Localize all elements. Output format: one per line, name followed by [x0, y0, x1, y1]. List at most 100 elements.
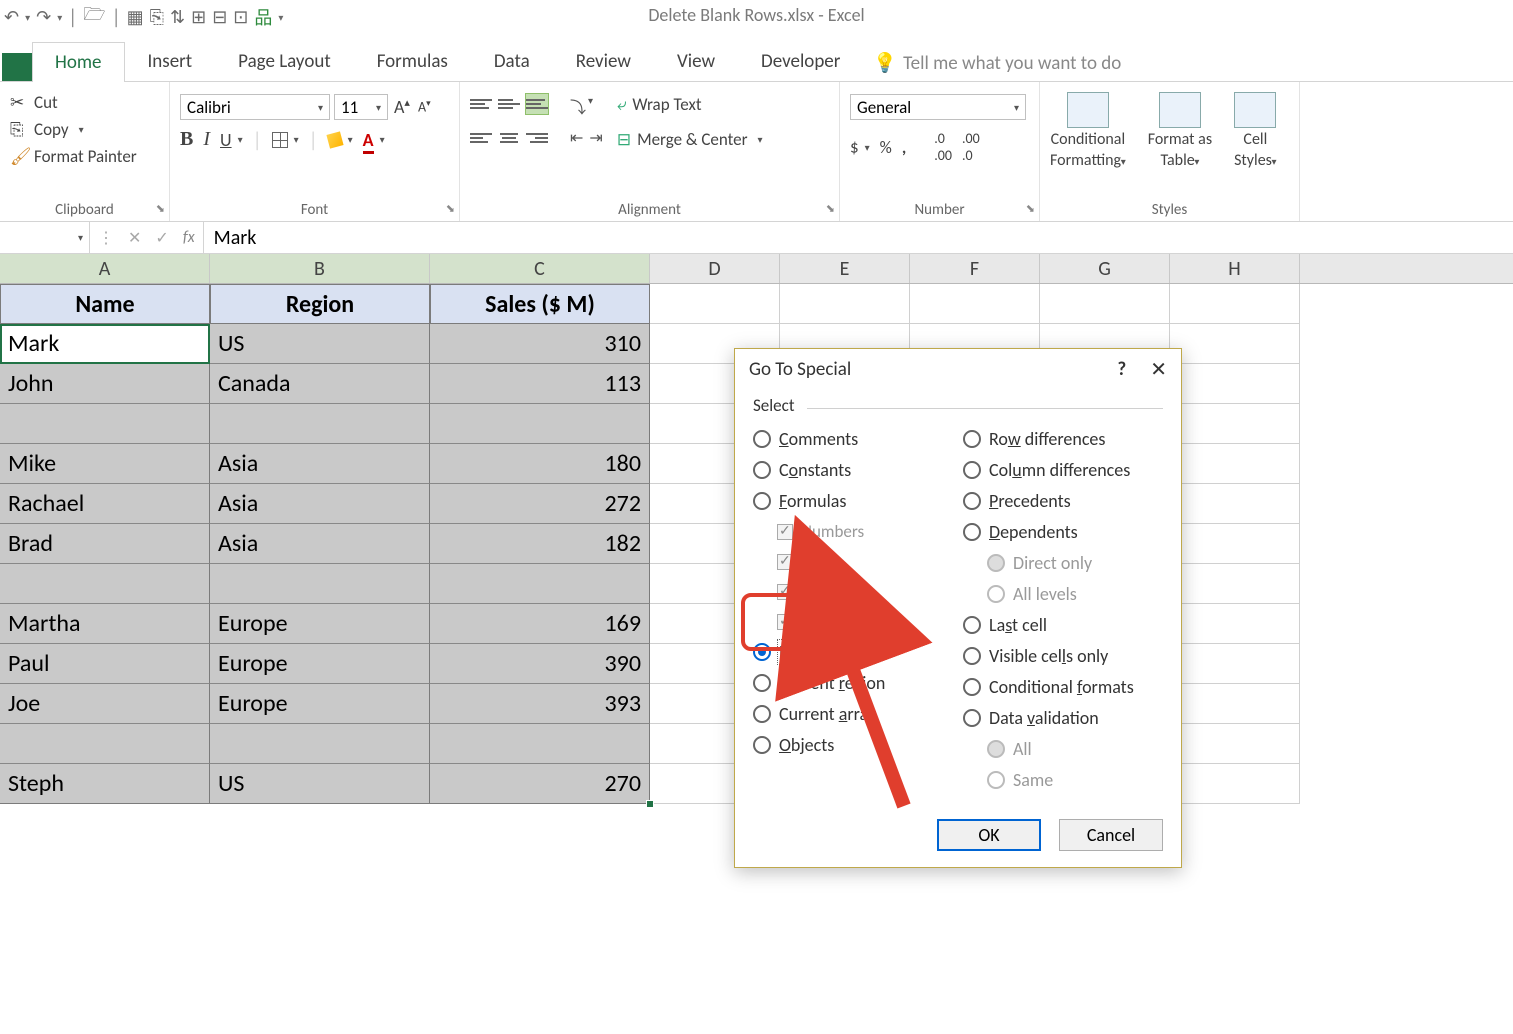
- cell[interactable]: [0, 564, 210, 604]
- radio-column-differences[interactable]: Column differences: [963, 459, 1163, 481]
- radio-formulas[interactable]: Formulas: [753, 490, 953, 512]
- radio-conditional-formats[interactable]: Conditional formats: [963, 676, 1163, 698]
- selection-handle[interactable]: [646, 800, 654, 808]
- close-icon[interactable]: ✕: [1150, 357, 1167, 382]
- radio-visible-cells-only[interactable]: Visible cells only: [963, 645, 1163, 667]
- cell[interactable]: [430, 564, 650, 604]
- cell[interactable]: 390: [430, 644, 650, 684]
- qat-icon[interactable]: ⊟: [212, 6, 227, 28]
- underline-button[interactable]: U: [220, 129, 232, 151]
- cell[interactable]: Europe: [210, 644, 430, 684]
- qat-icon[interactable]: 品: [254, 4, 272, 30]
- cell[interactable]: 180: [430, 444, 650, 484]
- comma-icon[interactable]: ,: [902, 137, 906, 158]
- tab-formulas[interactable]: Formulas: [354, 41, 471, 81]
- indent-inc-icon[interactable]: ⇥: [589, 128, 602, 148]
- column-header[interactable]: B: [210, 254, 430, 283]
- cell[interactable]: Paul: [0, 644, 210, 684]
- cell[interactable]: 393: [430, 684, 650, 724]
- cell[interactable]: Steph: [0, 764, 210, 804]
- dialog-launcher-icon[interactable]: ⬊: [1026, 202, 1035, 215]
- cell-styles-button[interactable]: Cell Styles ▾: [1234, 92, 1277, 170]
- cell[interactable]: [1170, 604, 1300, 644]
- inc-decimal-icon[interactable]: .0.00: [934, 130, 952, 164]
- font-name-combo[interactable]: Calibri▾: [180, 94, 330, 120]
- cell[interactable]: [1170, 524, 1300, 564]
- fill-color-icon[interactable]: [326, 131, 343, 148]
- column-header[interactable]: H: [1170, 254, 1300, 283]
- tab-home[interactable]: Home: [32, 42, 125, 82]
- radio-current-array[interactable]: Current array: [753, 703, 953, 725]
- radio-comments[interactable]: Comments: [753, 428, 953, 450]
- cell[interactable]: [910, 284, 1040, 324]
- cell[interactable]: [1170, 764, 1300, 804]
- column-header[interactable]: F: [910, 254, 1040, 283]
- radio-blanks[interactable]: Blanks: [753, 641, 953, 663]
- align-left-icon[interactable]: [470, 128, 492, 148]
- cell[interactable]: Joe: [0, 684, 210, 724]
- cell[interactable]: [430, 724, 650, 764]
- radio-precedents[interactable]: Precedents: [963, 490, 1163, 512]
- cell[interactable]: [1170, 724, 1300, 764]
- ok-button[interactable]: OK: [937, 819, 1041, 851]
- cell[interactable]: Asia: [210, 484, 430, 524]
- tab-view[interactable]: View: [654, 41, 738, 81]
- font-color-icon[interactable]: A: [363, 129, 374, 151]
- dialog-launcher-icon[interactable]: ⬊: [446, 202, 455, 215]
- file-tab[interactable]: [2, 53, 32, 81]
- cell[interactable]: Europe: [210, 604, 430, 644]
- format-painter-button[interactable]: 🖌Format Painter: [10, 146, 159, 167]
- conditional-formatting-button[interactable]: Conditional Formatting ▾: [1050, 92, 1126, 170]
- qat-icon[interactable]: ⊡: [233, 6, 248, 28]
- redo-icon[interactable]: ↷: [36, 6, 51, 28]
- dialog-launcher-icon[interactable]: ⬊: [826, 202, 835, 215]
- align-middle-icon[interactable]: [498, 94, 520, 114]
- cell[interactable]: 272: [430, 484, 650, 524]
- cell[interactable]: [1170, 364, 1300, 404]
- cut-button[interactable]: ✂Cut: [10, 92, 159, 113]
- cell[interactable]: [1170, 324, 1300, 364]
- indent-dec-icon[interactable]: ⇤: [570, 128, 583, 148]
- qat-icon[interactable]: ▦: [127, 6, 144, 28]
- column-header[interactable]: G: [1040, 254, 1170, 283]
- cell[interactable]: [1170, 644, 1300, 684]
- radio-row-differences[interactable]: Row differences: [963, 428, 1163, 450]
- cell[interactable]: Europe: [210, 684, 430, 724]
- column-header[interactable]: D: [650, 254, 780, 283]
- cell[interactable]: [210, 564, 430, 604]
- percent-icon[interactable]: %: [880, 137, 892, 158]
- cell[interactable]: John: [0, 364, 210, 404]
- radio-current-region[interactable]: Current region: [753, 672, 953, 694]
- radio-dependents[interactable]: Dependents: [963, 521, 1163, 543]
- formula-input[interactable]: Mark: [204, 222, 1513, 253]
- column-header[interactable]: C: [430, 254, 650, 283]
- italic-button[interactable]: I: [203, 128, 210, 151]
- orientation-icon[interactable]: ⤵: [570, 94, 586, 118]
- cell[interactable]: Mark: [0, 324, 210, 364]
- qat-icon[interactable]: ⎘: [150, 6, 164, 28]
- cell[interactable]: [210, 404, 430, 444]
- cell[interactable]: [1170, 684, 1300, 724]
- align-center-icon[interactable]: [498, 128, 520, 148]
- align-bottom-icon[interactable]: [526, 94, 548, 114]
- bold-button[interactable]: B: [180, 128, 193, 151]
- cell[interactable]: Mike: [0, 444, 210, 484]
- cancel-button[interactable]: Cancel: [1059, 819, 1163, 851]
- tab-page-layout[interactable]: Page Layout: [215, 41, 354, 81]
- open-icon[interactable]: 🗁: [83, 2, 105, 32]
- wrap-text-button[interactable]: ⤶Wrap Text: [617, 94, 763, 115]
- radio-objects[interactable]: Objects: [753, 734, 953, 756]
- cell[interactable]: US: [210, 764, 430, 804]
- radio-data-validation[interactable]: Data validation: [963, 707, 1163, 729]
- cell[interactable]: [1170, 484, 1300, 524]
- format-as-table-button[interactable]: Format as Table ▾: [1148, 92, 1212, 170]
- table-header-cell[interactable]: Name: [0, 284, 210, 324]
- radio-last-cell[interactable]: Last cell: [963, 614, 1163, 636]
- help-icon[interactable]: ?: [1117, 358, 1126, 381]
- cell[interactable]: Asia: [210, 444, 430, 484]
- cell[interactable]: [1170, 284, 1300, 324]
- cell[interactable]: 310: [430, 324, 650, 364]
- cell[interactable]: 113: [430, 364, 650, 404]
- fx-icon[interactable]: fx: [183, 228, 195, 247]
- cell[interactable]: [650, 284, 780, 324]
